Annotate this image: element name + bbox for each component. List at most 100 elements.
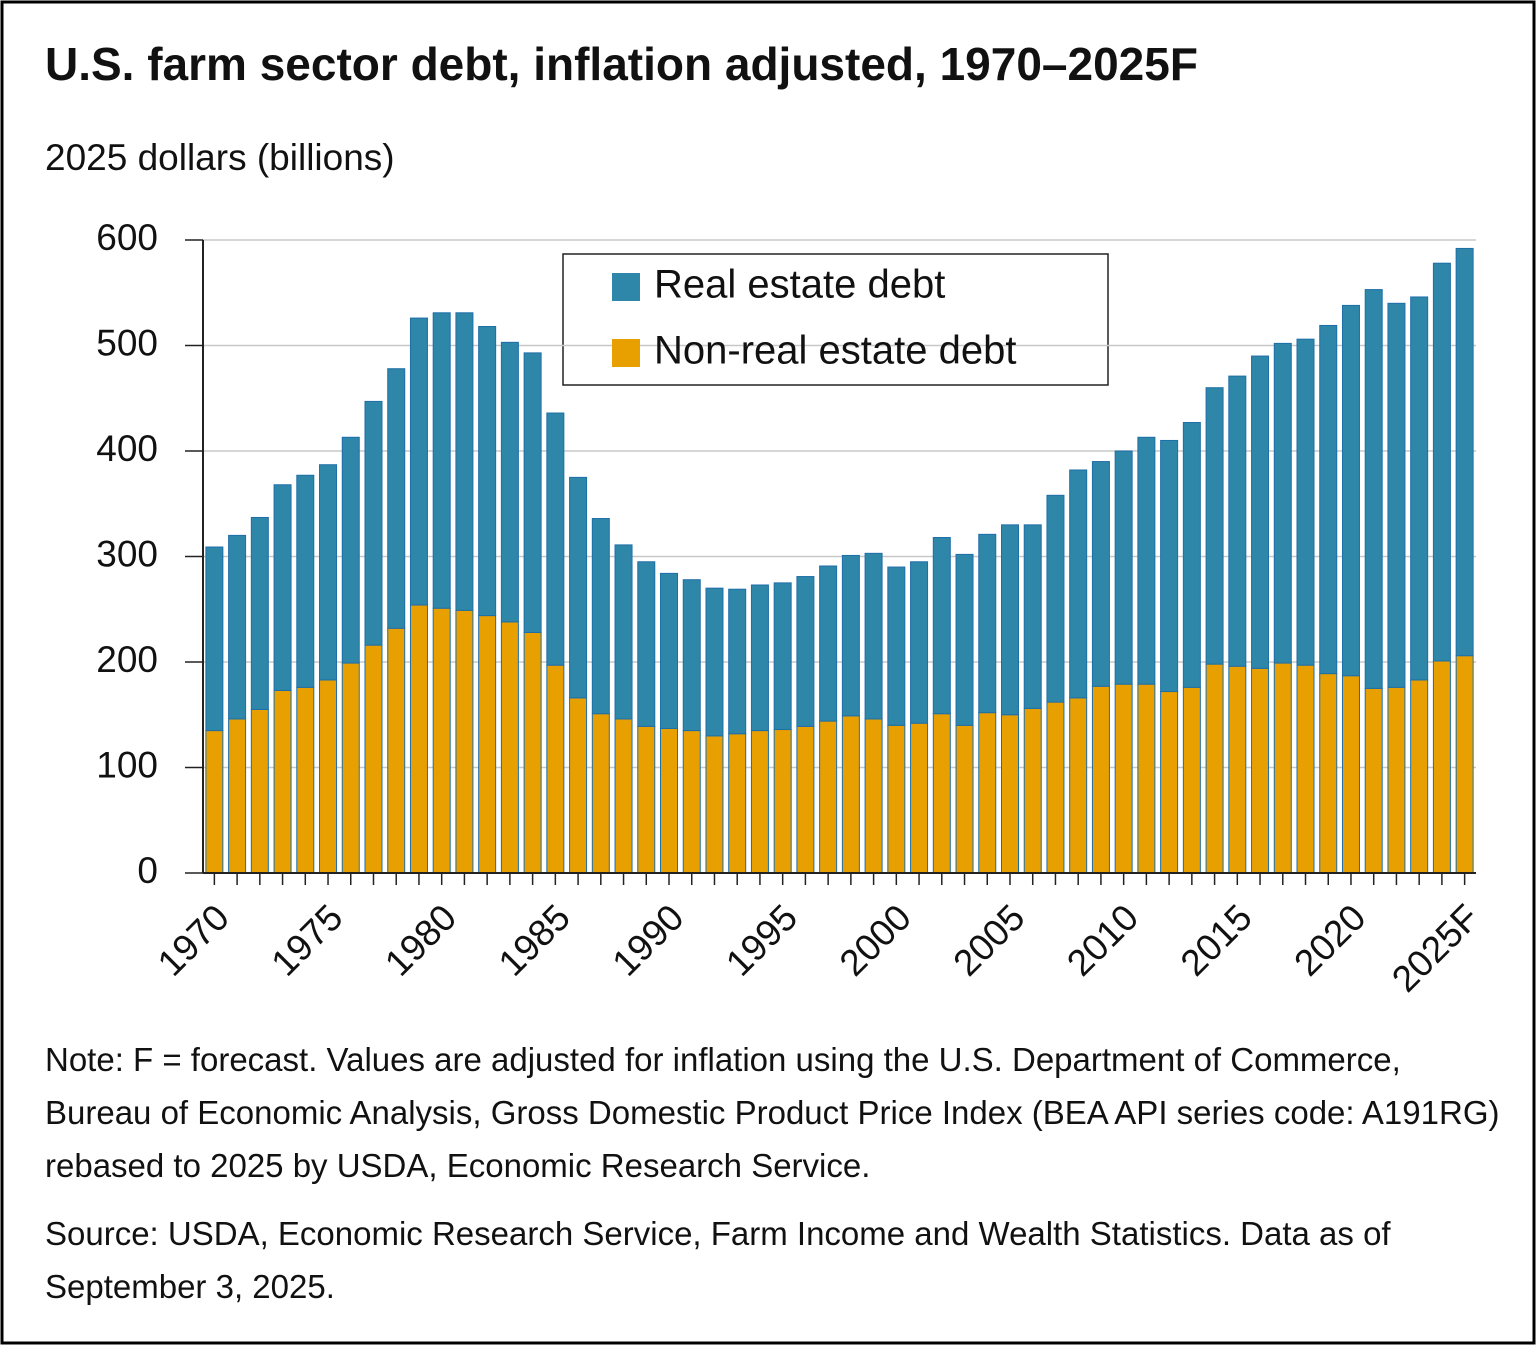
legend-swatch	[612, 273, 640, 301]
bar-segment	[1182, 422, 1201, 688]
bar-segment	[228, 718, 247, 874]
bar-segment	[773, 729, 792, 874]
bar-segment	[478, 326, 497, 617]
bar-segment	[978, 712, 997, 874]
bar-segment	[228, 534, 247, 720]
bar-segment	[773, 582, 792, 731]
bar-segment	[1137, 683, 1156, 874]
bar-segment	[500, 341, 519, 623]
bar-segment	[1251, 667, 1270, 874]
bar-segment	[1432, 262, 1451, 662]
bar-segment	[432, 607, 451, 874]
y-tick-label: 500	[96, 322, 158, 363]
legend-box	[562, 253, 1109, 386]
bar-segment	[864, 552, 883, 720]
bar-segment	[1000, 524, 1019, 716]
bar-segment	[1160, 439, 1179, 693]
legend-label: Non-real estate debt	[654, 329, 1016, 373]
y-tick-label: 300	[96, 533, 158, 574]
bar-segment	[660, 572, 679, 729]
bar-segment	[250, 516, 269, 710]
source: Source: USDA, Economic Research Service,…	[45, 1215, 1391, 1305]
bar-segment	[1000, 714, 1019, 874]
bar-segment	[1319, 324, 1338, 675]
x-tick-label: 2025F	[1384, 897, 1487, 1000]
bar-segment	[1455, 247, 1474, 657]
legend-swatch	[612, 339, 640, 367]
y-tick-label: 200	[96, 639, 158, 680]
bar-segment	[796, 576, 815, 727]
x-tick-label: 1980	[377, 897, 464, 984]
bar-segment	[341, 662, 360, 874]
y-tick-label: 600	[96, 217, 158, 258]
bar-segment	[478, 615, 497, 874]
bar-segment	[1091, 685, 1110, 874]
bar-segment	[864, 718, 883, 874]
bar-segment	[637, 561, 656, 727]
bar-segment	[432, 312, 451, 609]
bar-segment	[1228, 375, 1247, 667]
bar-segment	[319, 679, 338, 874]
bar-segment	[955, 553, 974, 726]
bar-segment	[1387, 302, 1406, 688]
bar-segment	[273, 689, 292, 874]
bar-segment	[1387, 686, 1406, 874]
bar-segment	[1069, 697, 1088, 874]
bar-segment	[932, 537, 951, 715]
bar-segment	[591, 518, 610, 715]
bar-segment	[1364, 687, 1383, 874]
bar-segment	[887, 566, 906, 726]
y-tick-label: 0	[137, 850, 158, 891]
bar-segment	[569, 697, 588, 874]
bar-segment	[750, 584, 769, 732]
bar-segment	[1296, 338, 1315, 666]
bar-segment	[1046, 701, 1065, 874]
bar-segment	[341, 436, 360, 664]
x-tick-label: 2010	[1059, 897, 1146, 984]
bar-segment	[728, 588, 747, 735]
bar-segment	[614, 718, 633, 874]
bar-segment	[250, 708, 269, 874]
bar-segment	[932, 713, 951, 874]
x-tick-label: 1995	[718, 897, 805, 984]
bar-segment	[387, 627, 406, 874]
bar-segment	[978, 533, 997, 714]
bar-segment	[1046, 494, 1065, 703]
chart-title: U.S. farm sector debt, inflation adjuste…	[45, 38, 1198, 90]
bar-segment	[500, 621, 519, 874]
bar-segment	[1251, 355, 1270, 669]
bar-segment	[1114, 683, 1133, 874]
bar-segment	[1182, 686, 1201, 874]
bar-segment	[273, 484, 292, 691]
bar-segment	[682, 730, 701, 874]
bar-segment	[296, 474, 315, 688]
bar-segment	[1341, 304, 1360, 677]
bar-segment	[455, 609, 474, 874]
x-tick-label: 2015	[1173, 897, 1260, 984]
bar-segment	[409, 317, 428, 606]
bar-segment	[319, 464, 338, 681]
x-tick-label: 1985	[491, 897, 578, 984]
bar-segment	[455, 312, 474, 611]
bar-segment	[660, 727, 679, 874]
y-tick-label: 400	[96, 428, 158, 469]
note: Note: F = forecast. Values are adjusted …	[45, 1041, 1500, 1184]
bar-segment	[1273, 662, 1292, 874]
bar-segment	[1205, 387, 1224, 665]
bar-segment	[887, 724, 906, 874]
bar-segment	[1228, 665, 1247, 874]
bar-segment	[1410, 679, 1429, 874]
x-tick-label: 2000	[832, 897, 919, 984]
bar-segment	[750, 730, 769, 874]
bar-segment	[409, 604, 428, 874]
bar-segment	[614, 544, 633, 720]
bar-segment	[591, 713, 610, 874]
bar-segment	[1455, 655, 1474, 874]
bar-segment	[1296, 664, 1315, 874]
bar-segment	[705, 735, 724, 874]
bar-segment	[569, 476, 588, 699]
bar-segment	[1069, 469, 1088, 699]
bar-segment	[1137, 436, 1156, 685]
